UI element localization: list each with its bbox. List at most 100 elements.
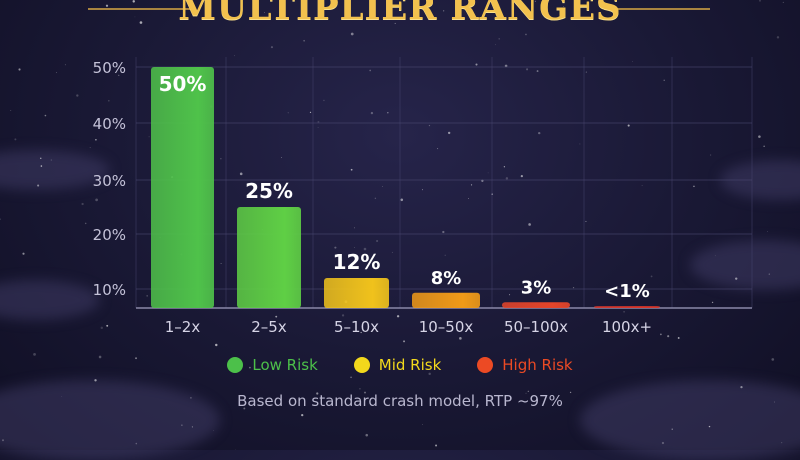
bar-2–5x <box>237 207 301 308</box>
star-decoration <box>301 413 304 417</box>
star-decoration <box>270 46 274 49</box>
star-decoration <box>95 139 97 141</box>
star-decoration <box>442 230 445 234</box>
star-decoration <box>526 68 529 71</box>
x-tick-label: 50–100x <box>504 318 568 336</box>
star-decoration <box>220 158 222 160</box>
y-tick-label: 40% <box>93 115 126 133</box>
star-decoration <box>364 391 366 394</box>
legend-label: Low Risk <box>252 356 318 374</box>
star-decoration <box>528 223 531 226</box>
cloud-decoration <box>0 280 100 320</box>
star-decoration <box>76 94 79 97</box>
star-decoration <box>215 343 218 347</box>
star-decoration <box>400 198 404 202</box>
bar-5–10x <box>324 278 389 308</box>
star-decoration <box>459 337 462 340</box>
star-decoration <box>94 379 97 382</box>
star-decoration <box>677 337 680 339</box>
star-decoration <box>61 396 63 397</box>
star-decoration <box>376 239 379 243</box>
star-decoration <box>527 390 529 392</box>
star-decoration <box>671 428 673 430</box>
star-decoration <box>428 124 431 127</box>
star-decoration <box>382 186 383 187</box>
title-divider-left <box>88 8 194 10</box>
star-decoration <box>22 252 25 255</box>
star-decoration <box>148 136 150 138</box>
star-decoration <box>341 314 345 317</box>
star-decoration <box>317 127 319 129</box>
legend-dot-icon <box>353 357 370 373</box>
star-decoration <box>280 157 282 158</box>
star-decoration <box>354 246 355 248</box>
star-decoration <box>498 38 500 40</box>
star-decoration <box>396 315 400 318</box>
star-decoration <box>711 301 714 304</box>
data-label: 3% <box>521 277 552 298</box>
x-tick-label: 10–50x <box>419 318 474 336</box>
star-decoration <box>509 294 511 296</box>
data-label: 25% <box>245 179 293 203</box>
star-decoration <box>134 16 136 18</box>
star-decoration <box>334 246 337 249</box>
star-decoration <box>50 159 52 161</box>
star-decoration <box>33 352 36 356</box>
star-decoration <box>394 22 396 25</box>
star-decoration <box>233 55 235 57</box>
legend-dot-icon <box>477 357 494 373</box>
star-decoration <box>470 184 473 186</box>
data-label: <1% <box>604 281 650 302</box>
y-tick-label: 30% <box>93 172 126 190</box>
star-decoration <box>661 441 665 445</box>
star-decoration <box>572 287 575 289</box>
star-decoration <box>563 6 565 8</box>
star-decoration <box>0 218 1 221</box>
star-decoration <box>536 70 539 73</box>
star-decoration <box>146 295 148 297</box>
star-decoration <box>135 442 138 445</box>
bar-1–2x <box>151 67 214 308</box>
data-label: 8% <box>431 268 462 289</box>
star-decoration <box>100 326 104 330</box>
star-decoration <box>495 44 497 46</box>
star-decoration <box>14 138 17 141</box>
star-decoration <box>190 397 192 399</box>
star-decoration <box>491 193 493 195</box>
star-decoration <box>475 63 478 66</box>
star-decoration <box>369 69 372 72</box>
star-decoration <box>768 273 770 275</box>
y-tick-label: 20% <box>93 226 126 244</box>
star-decoration <box>569 391 572 394</box>
star-decoration <box>40 165 43 167</box>
star-decoration <box>303 39 306 42</box>
star-decoration <box>538 131 541 135</box>
bar-100x+ <box>594 306 660 308</box>
data-label: 12% <box>333 250 381 274</box>
star-decoration <box>243 407 246 410</box>
star-decoration <box>64 64 66 66</box>
star-decoration <box>403 340 405 343</box>
bar-50–100x <box>502 302 570 308</box>
star-decoration <box>693 185 695 188</box>
star-decoration <box>95 198 98 202</box>
star-decoration <box>56 72 57 74</box>
star-decoration <box>714 255 716 257</box>
star-decoration <box>442 10 445 12</box>
star-decoration <box>422 189 423 191</box>
star-decoration <box>525 392 527 394</box>
star-decoration <box>437 148 439 150</box>
star-decoration <box>758 135 761 138</box>
star-decoration <box>525 33 527 36</box>
star-decoration <box>350 376 352 379</box>
x-tick-label: 5–10x <box>334 318 379 336</box>
star-decoration <box>213 430 214 431</box>
star-decoration <box>771 358 775 361</box>
star-decoration <box>663 79 665 81</box>
star-decoration <box>239 172 243 176</box>
star-decoration <box>360 331 362 334</box>
star-decoration <box>350 168 353 171</box>
star-decoration <box>585 71 587 73</box>
star-decoration <box>767 231 768 232</box>
legend-label: Mid Risk <box>378 356 442 374</box>
